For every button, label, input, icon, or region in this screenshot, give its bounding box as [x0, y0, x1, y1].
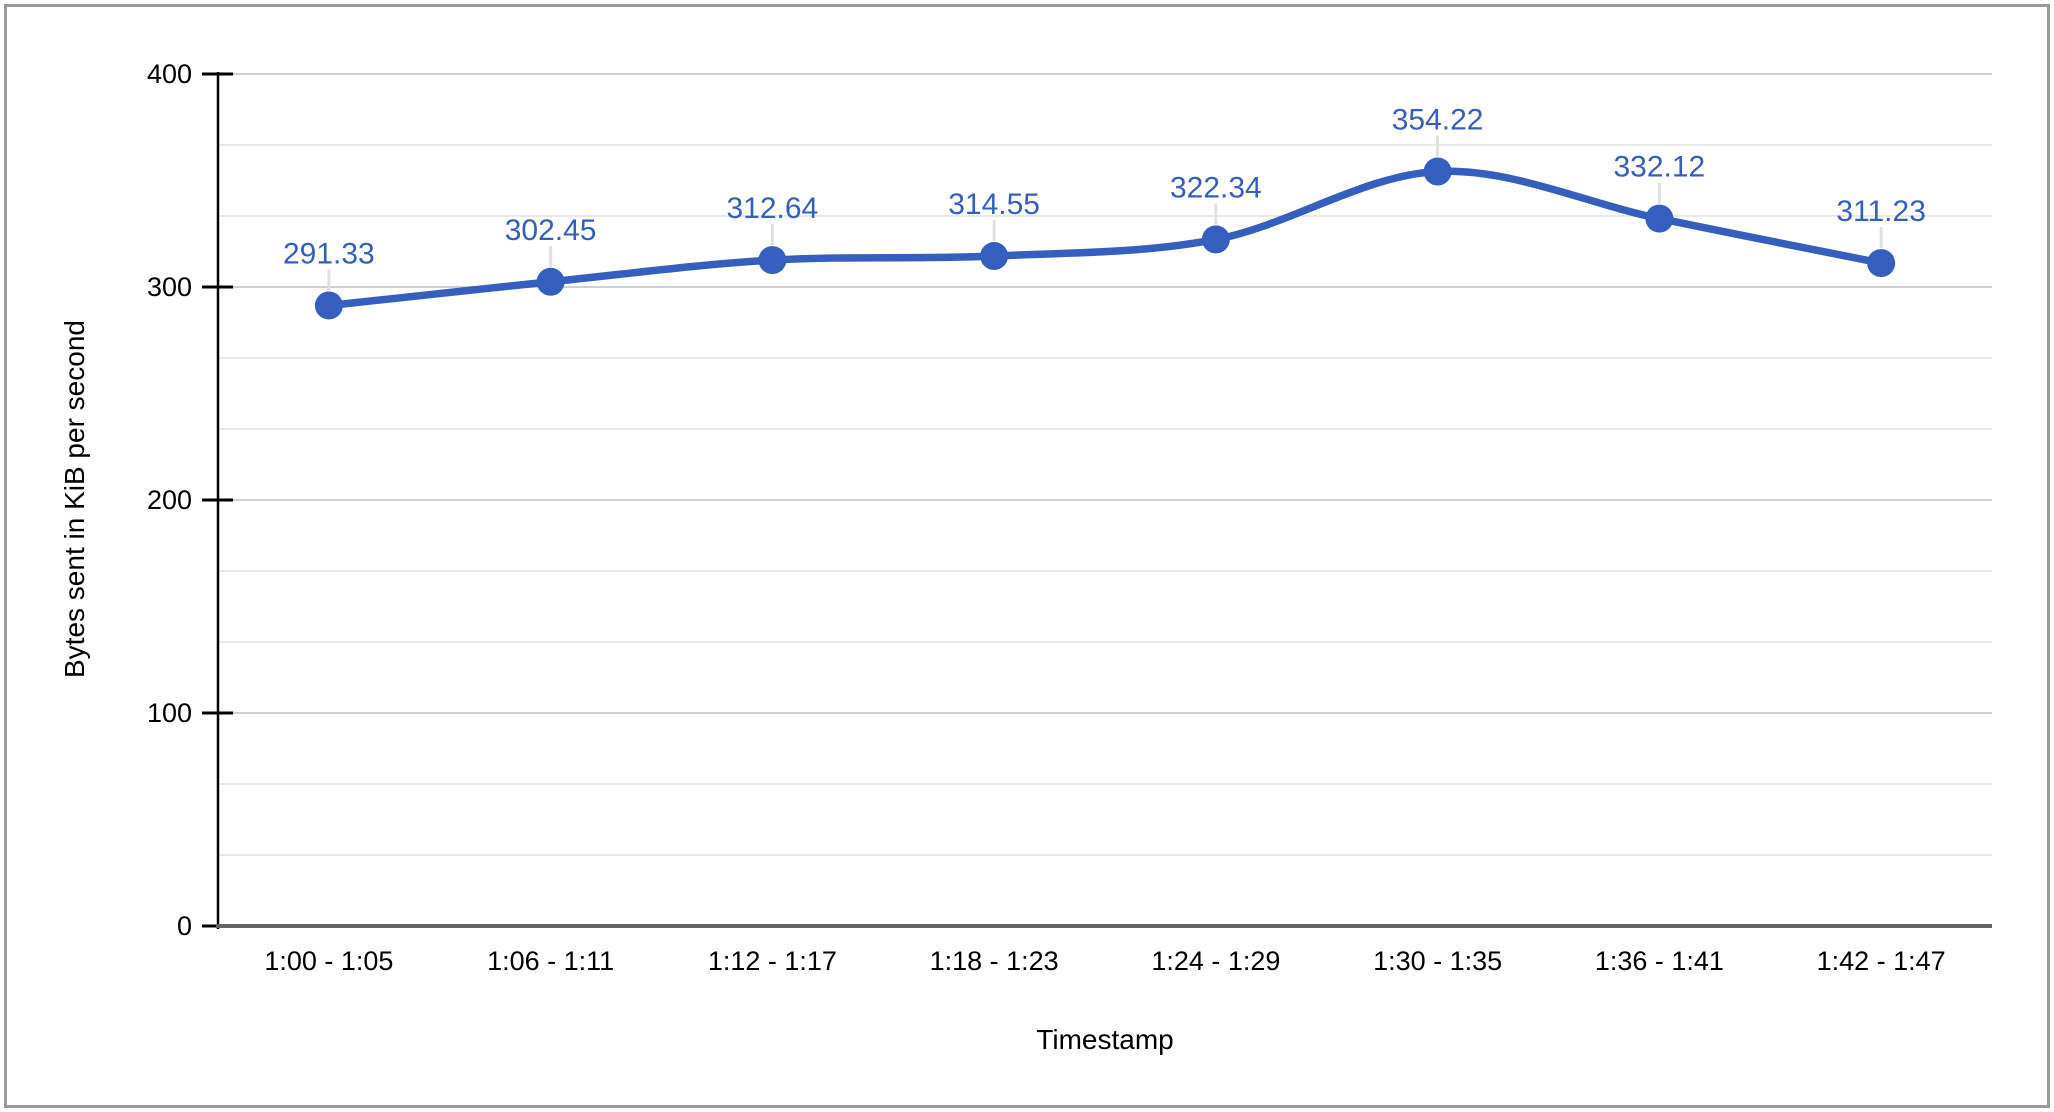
- x-tick-label: 1:12 - 1:17: [708, 946, 837, 976]
- data-point-marker[interactable]: [1423, 157, 1452, 186]
- x-tick-label: 1:18 - 1:23: [930, 946, 1059, 976]
- y-tick-label: 0: [177, 911, 192, 941]
- y-tick-label: 400: [147, 59, 192, 89]
- y-axis-title: Bytes sent in KiB per second: [59, 320, 90, 678]
- data-point-marker[interactable]: [1645, 204, 1674, 233]
- data-point-label: 354.22: [1392, 104, 1484, 137]
- series-line: [325, 167, 1885, 310]
- data-point-label: 311.23: [1836, 195, 1926, 228]
- data-point-label: 314.55: [948, 188, 1040, 221]
- data-point-label: 302.45: [505, 214, 597, 247]
- x-axis-title: Timestamp: [1036, 1024, 1174, 1055]
- data-point-label: 312.64: [726, 192, 818, 225]
- data-point-marker[interactable]: [536, 267, 565, 296]
- x-tick-label: 1:06 - 1:11: [487, 946, 614, 976]
- data-point-marker[interactable]: [980, 242, 1009, 271]
- data-point-label: 322.34: [1170, 171, 1262, 204]
- x-tick-label: 1:24 - 1:29: [1151, 946, 1280, 976]
- data-point-marker[interactable]: [758, 246, 787, 275]
- y-tick-label: 100: [147, 698, 192, 728]
- x-tick-label: 1:42 - 1:47: [1817, 946, 1946, 976]
- data-point-marker[interactable]: [1867, 249, 1896, 278]
- y-tick-label: 300: [147, 272, 192, 302]
- data-point-label: 332.12: [1613, 151, 1705, 184]
- data-point-marker[interactable]: [1201, 225, 1230, 254]
- x-tick-label: 1:00 - 1:05: [264, 946, 393, 976]
- data-point-label: 291.33: [283, 237, 375, 270]
- x-tick-label: 1:30 - 1:35: [1373, 946, 1502, 976]
- y-tick-label: 200: [147, 485, 192, 515]
- x-tick-label: 1:36 - 1:41: [1595, 946, 1724, 976]
- data-point-marker[interactable]: [314, 291, 343, 320]
